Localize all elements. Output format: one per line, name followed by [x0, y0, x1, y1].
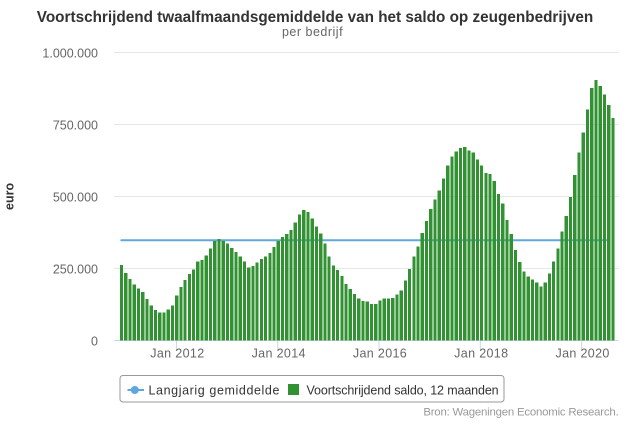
svg-text:per bedrijf: per bedrijf [282, 25, 343, 39]
svg-text:Jan 2014: Jan 2014 [252, 347, 306, 361]
svg-text:Jan 2016: Jan 2016 [353, 347, 407, 361]
svg-text:500.000: 500.000 [53, 191, 98, 205]
svg-text:Jan 2018: Jan 2018 [454, 347, 508, 361]
svg-text:Voortschrijdend saldo, 12 maan: Voortschrijdend saldo, 12 maanden [307, 383, 499, 397]
svg-text:Voortschrijdend twaalfmaandsge: Voortschrijdend twaalfmaandsgemiddelde v… [37, 9, 593, 26]
svg-text:euro: euro [3, 182, 17, 209]
svg-text:0: 0 [91, 335, 98, 349]
svg-text:Bron: Wageningen Economic Rese: Bron: Wageningen Economic Research. [423, 406, 618, 418]
svg-text:750.000: 750.000 [53, 119, 98, 133]
svg-text:Jan 2020: Jan 2020 [555, 347, 609, 361]
svg-text:Jan 2012: Jan 2012 [150, 347, 204, 361]
svg-text:250.000: 250.000 [53, 263, 98, 277]
svg-text:1.000.000: 1.000.000 [42, 47, 98, 61]
svg-text:Langjarig gemiddelde: Langjarig gemiddelde [149, 383, 281, 397]
